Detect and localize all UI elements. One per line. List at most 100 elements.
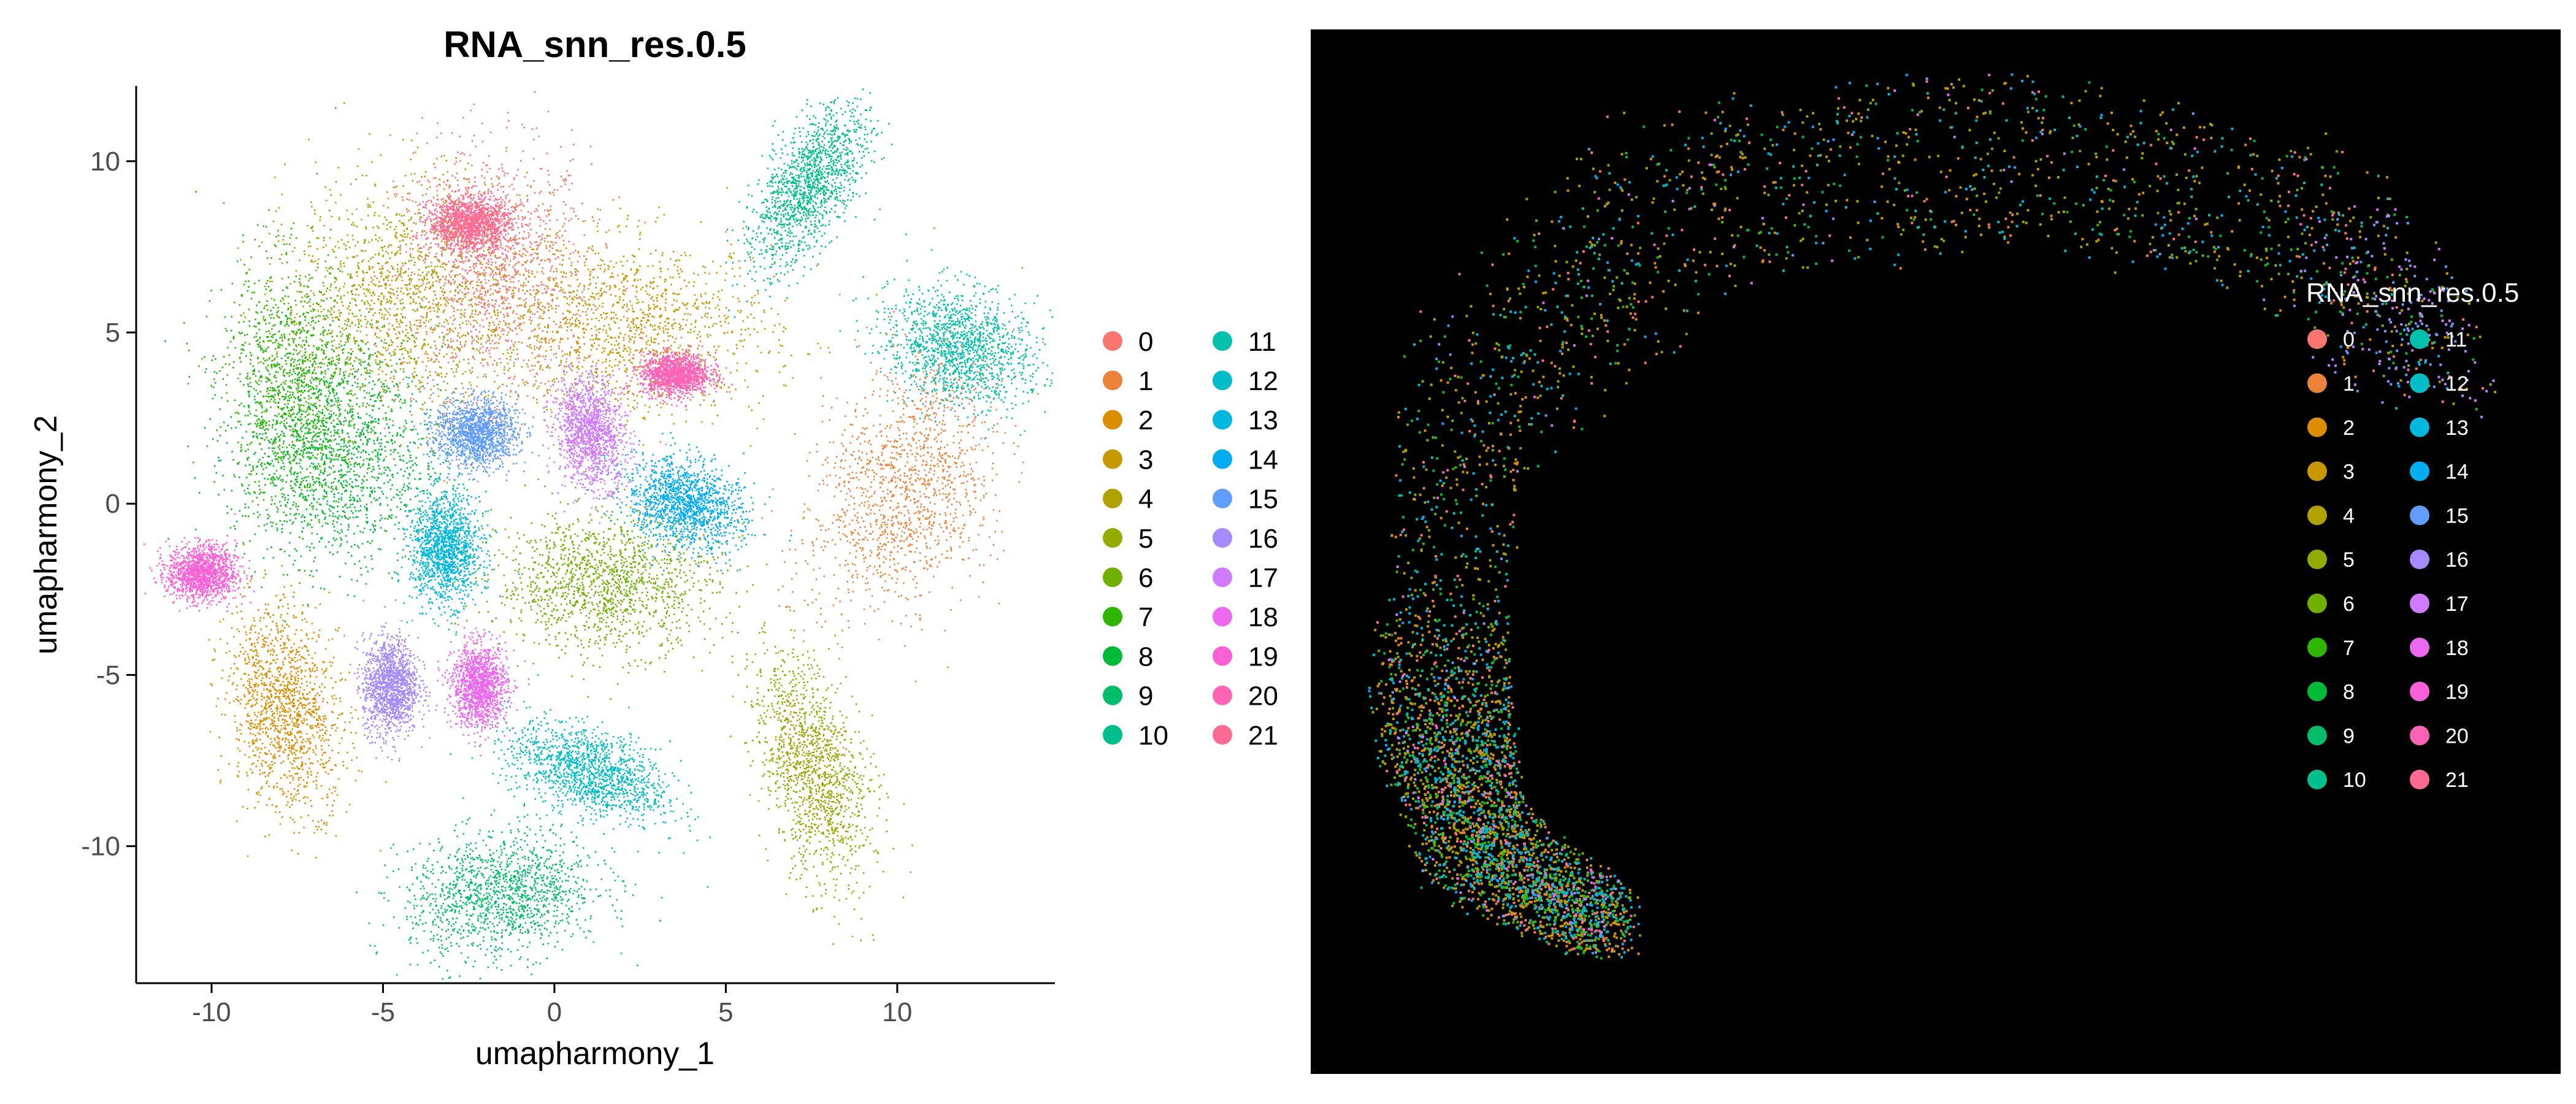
legend-label-13: 13	[1248, 405, 1278, 435]
legend-label-12: 12	[2445, 372, 2469, 396]
legend-key-18	[1213, 607, 1232, 627]
legend-label-8: 8	[2343, 681, 2355, 704]
cluster-2-points	[208, 544, 409, 859]
legend-key-11	[1213, 331, 1232, 351]
legend-label-11: 11	[1248, 327, 1276, 357]
legend-key-13	[1213, 410, 1232, 430]
legend-label-4: 4	[1138, 485, 1153, 515]
cluster-6-points	[454, 478, 843, 700]
x-tick-label: 5	[718, 997, 733, 1027]
legend-label-11: 11	[2445, 328, 2467, 351]
legend-key-0	[1103, 331, 1122, 351]
legend-key-9	[1103, 685, 1122, 705]
cluster-19-points	[143, 513, 255, 612]
legend-key-16	[2410, 550, 2429, 569]
y-tick-label: -5	[96, 660, 120, 690]
legend-label-10: 10	[1138, 721, 1168, 751]
cluster-18-points	[436, 617, 530, 757]
legend-key-15	[1213, 488, 1232, 508]
legend-key-14	[2410, 461, 2429, 481]
legend-label-7: 7	[1138, 602, 1153, 632]
cluster-5-points	[701, 563, 913, 945]
legend-label-17: 17	[1248, 563, 1278, 593]
legend-label-2: 2	[2343, 416, 2355, 440]
legend-label-4: 4	[2343, 504, 2355, 527]
legend-key-5	[2307, 550, 2327, 569]
legend-key-8	[2307, 681, 2327, 702]
legend-key-17	[1213, 567, 1232, 588]
legend-label-5: 5	[2343, 548, 2355, 572]
legend-label-15: 15	[2445, 504, 2469, 527]
legend-key-5	[1103, 528, 1122, 548]
umap-points	[143, 88, 1054, 980]
legend-key-7	[1103, 607, 1122, 627]
spatial-cluster-0-points	[1376, 80, 2484, 953]
legend-key-4	[1103, 488, 1122, 508]
cluster-13-points	[394, 458, 520, 635]
legend-label-0: 0	[2343, 328, 2355, 351]
cluster-11-points	[839, 234, 1054, 439]
y-tick-label: 0	[105, 489, 120, 519]
legend-key-21	[1213, 725, 1232, 745]
legend-label-14: 14	[1248, 445, 1278, 475]
cluster-16-points	[343, 599, 437, 762]
legend-label-8: 8	[1138, 642, 1153, 672]
legend-key-1	[1103, 370, 1122, 391]
legend-label-21: 21	[1248, 721, 1278, 751]
y-tick-label: 10	[90, 147, 120, 177]
cluster-8-points	[164, 260, 496, 623]
legend-key-3	[2307, 461, 2327, 481]
legend-label-19: 19	[2445, 681, 2469, 704]
legend-key-2	[1103, 410, 1122, 430]
cluster-21-points	[407, 181, 559, 271]
spatial-points	[1368, 73, 2497, 960]
spatial-legend-title: RNA_snn_res.0.5	[2306, 278, 2519, 308]
legend-label-18: 18	[1248, 602, 1278, 632]
legend-label-20: 20	[2445, 724, 2469, 748]
legend-label-17: 17	[2445, 592, 2469, 616]
x-axis-label: umapharmony_1	[475, 1036, 715, 1071]
cluster-20-points	[624, 337, 733, 407]
legend-label-2: 2	[1138, 405, 1153, 435]
legend-key-6	[1103, 567, 1122, 588]
legend-label-1: 1	[2343, 372, 2355, 396]
legend-label-13: 13	[2445, 416, 2469, 440]
legend-key-15	[2410, 505, 2429, 526]
legend-key-19	[2410, 681, 2429, 702]
spatial-panel: RNA_snn_res.0.5 012345678910111213141516…	[1311, 29, 2561, 1074]
cluster-9-points	[356, 782, 709, 980]
legend-label-5: 5	[1138, 524, 1153, 554]
x-tick-label: 0	[547, 997, 562, 1027]
legend-key-21	[2410, 770, 2429, 789]
legend-label-6: 6	[1138, 563, 1153, 593]
cluster-12-points	[450, 674, 711, 854]
cluster-14-points	[587, 432, 792, 572]
legend-key-12	[2410, 373, 2429, 393]
legend-label-3: 3	[2343, 461, 2355, 484]
legend-label-20: 20	[1248, 681, 1278, 711]
legend-key-18	[2410, 637, 2429, 657]
legend-label-16: 16	[2445, 548, 2469, 572]
legend-label-10: 10	[2343, 769, 2366, 792]
cluster-1-points	[737, 228, 1044, 689]
legend-key-4	[2307, 505, 2327, 526]
y-axis-label: umapharmony_2	[28, 415, 64, 654]
legend-label-21: 21	[2445, 769, 2469, 792]
legend-label-0: 0	[1138, 327, 1153, 357]
x-tick-label: -10	[192, 997, 231, 1027]
legend-key-10	[1103, 725, 1122, 745]
legend-label-6: 6	[2343, 592, 2355, 616]
legend-key-13	[2410, 417, 2429, 437]
legend-label-16: 16	[1248, 524, 1278, 554]
umap-title: RNA_snn_res.0.5	[443, 24, 746, 65]
legend-key-8	[1103, 646, 1122, 666]
legend-label-7: 7	[2343, 637, 2355, 660]
legend-label-1: 1	[1138, 366, 1153, 396]
legend-label-18: 18	[2445, 637, 2469, 660]
legend-key-12	[1213, 370, 1232, 391]
cluster-17-points	[542, 353, 667, 524]
legend-key-19	[1213, 646, 1232, 666]
legend-key-16	[1213, 528, 1232, 548]
legend-key-6	[2307, 593, 2327, 613]
